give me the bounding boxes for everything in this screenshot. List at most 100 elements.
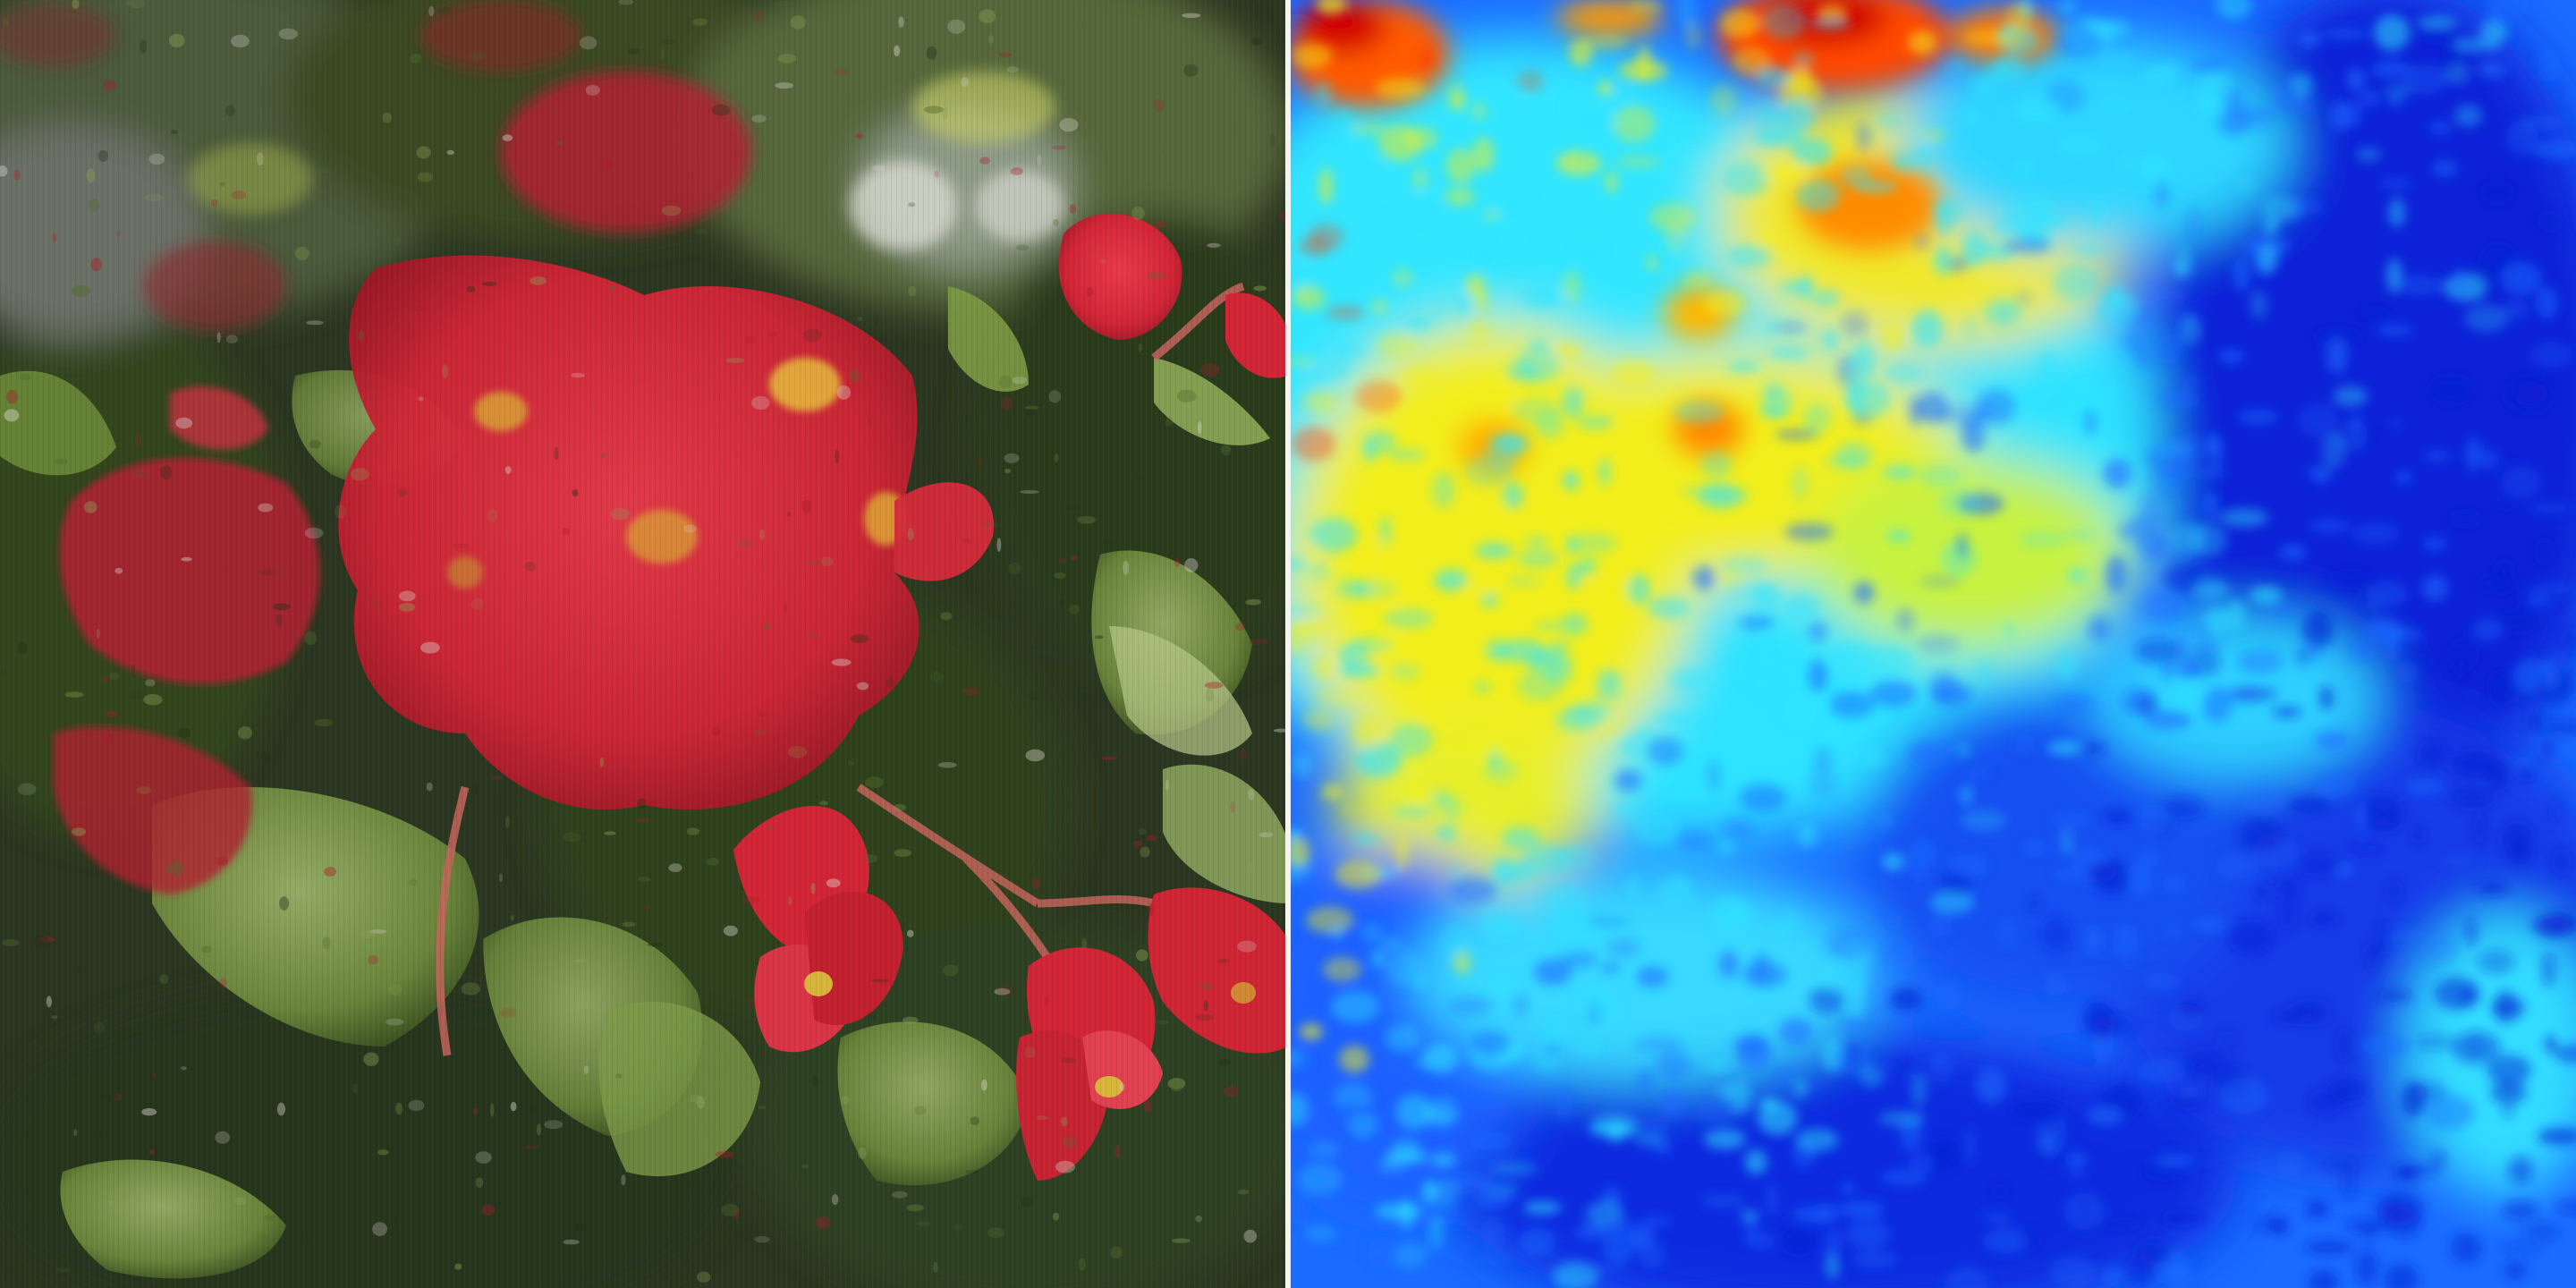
texture-speck — [1174, 557, 1181, 568]
heatmap-blob — [2396, 661, 2419, 683]
heatmap-blob — [1773, 1069, 1793, 1084]
heatmap-blob — [1335, 1101, 1377, 1120]
heatmap-blob — [1335, 860, 1382, 889]
heatmap-blob — [2161, 875, 2187, 893]
texture-speck — [1183, 64, 1199, 77]
texture-speck — [159, 974, 169, 984]
heatmap-blob — [2351, 521, 2400, 545]
texture-speck — [1123, 560, 1130, 575]
heatmap-blob — [2473, 813, 2486, 846]
heatmap-blob — [1853, 581, 1875, 605]
texture-speck — [965, 1170, 979, 1174]
heatmap-blob — [1674, 401, 1724, 424]
heatmap-blob — [1835, 1039, 1872, 1076]
texture-speck — [1230, 801, 1235, 814]
heatmap-blob — [1809, 986, 1845, 1014]
heatmap-blob — [2488, 762, 2509, 791]
heatmap-blob — [1434, 569, 1469, 591]
heatmap-blob — [2491, 996, 2526, 1019]
heatmap-blob — [1647, 736, 1683, 767]
heatmap-blob — [1960, 809, 2006, 831]
heatmap-blob — [2386, 929, 2429, 943]
texture-speck — [74, 966, 82, 973]
texture-speck — [394, 1216, 400, 1226]
texture-speck — [1216, 959, 1230, 963]
heatmap-blob — [1756, 65, 1792, 88]
texture-speck — [775, 82, 793, 89]
texture-speck — [43, 1003, 50, 1013]
heatmap-blob — [2487, 1055, 2531, 1086]
heatmap-blob — [2450, 786, 2495, 809]
heatmap-blob — [2237, 410, 2279, 425]
heatmap-blob — [1305, 906, 1354, 934]
heatmap-blob — [2173, 258, 2190, 277]
heatmap-blob — [1889, 987, 1923, 1011]
heatmap-blob — [1877, 812, 1888, 838]
heatmap-blob — [2464, 304, 2509, 333]
heatmap-blob — [1578, 557, 1597, 577]
heatmap-blob — [1908, 741, 1948, 767]
heatmap-blob — [1468, 1131, 1513, 1151]
texture-speck — [536, 1123, 542, 1136]
heatmap-blob — [1992, 217, 2031, 236]
texture-speck — [1182, 13, 1201, 18]
heatmap-blob — [2004, 621, 2015, 640]
texture-speck — [752, 9, 765, 23]
texture-speck — [259, 568, 277, 576]
heatmap-blob — [1449, 877, 1498, 903]
heatmap-blob — [1561, 386, 1585, 419]
heatmap-blob — [1566, 563, 1582, 590]
texture-speck — [841, 1096, 850, 1105]
texture-speck — [170, 130, 179, 134]
heatmap-blob — [1394, 1242, 1428, 1268]
heatmap-blob — [1429, 789, 1452, 809]
heatmap-blob — [1699, 1195, 1747, 1208]
texture-speck — [686, 827, 700, 835]
texture-speck — [807, 633, 820, 638]
texture-speck — [929, 671, 945, 683]
heatmap-blob — [1379, 936, 1403, 953]
heatmap-blob — [2028, 895, 2039, 913]
texture-speck — [525, 1106, 540, 1113]
heatmap-blob — [1935, 979, 1962, 1013]
heatmap-blob — [1450, 866, 1462, 878]
texture-speck — [574, 1223, 586, 1232]
heatmap-blob — [2219, 1077, 2269, 1114]
heatmap-blob — [2142, 66, 2176, 85]
texture-speck — [272, 603, 292, 611]
texture-speck — [410, 53, 422, 64]
heatmap-blob — [2153, 1153, 2197, 1168]
heatmap-blob — [2049, 1256, 2097, 1288]
heatmap-blob — [2445, 636, 2480, 671]
texture-speck — [819, 801, 828, 806]
heatmap-blob — [1726, 245, 1774, 267]
heatmap-blob — [2526, 594, 2551, 607]
texture-speck — [621, 1174, 626, 1186]
heatmap-blob — [2496, 611, 2541, 632]
heatmap-blob — [1489, 748, 1502, 770]
heatmap-blob — [1571, 533, 1617, 554]
heatmap-blob — [1541, 884, 1587, 919]
heatmap-blob — [1563, 470, 1580, 491]
texture-speck — [638, 876, 651, 883]
texture-speck — [369, 929, 387, 934]
heatmap-blob — [1384, 1024, 1421, 1053]
texture-speck — [1203, 1000, 1208, 1012]
heatmap-blob — [1350, 123, 1389, 137]
texture-speck — [363, 1052, 379, 1066]
heatmap-blob — [1723, 162, 1769, 197]
heatmap-blob — [1294, 286, 1309, 298]
heatmap-blob — [1322, 956, 1361, 982]
heatmap-blob — [2139, 589, 2189, 623]
texture-speck — [1147, 272, 1166, 280]
texture-speck — [395, 1102, 403, 1115]
texture-speck — [350, 468, 369, 481]
texture-speck — [1053, 1212, 1060, 1221]
texture-speck — [774, 0, 792, 7]
texture-speck — [1032, 877, 1041, 889]
heatmap-panel — [1288, 0, 2576, 1288]
heatmap-blob — [1927, 913, 1953, 938]
heatmap-blob — [2512, 756, 2535, 767]
heatmap-blob — [2224, 89, 2247, 116]
heatmap-blob — [1542, 1043, 1562, 1056]
